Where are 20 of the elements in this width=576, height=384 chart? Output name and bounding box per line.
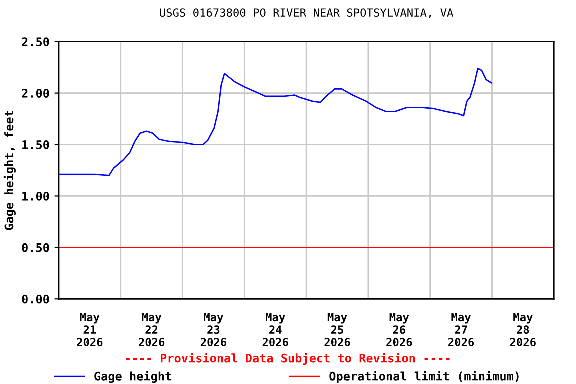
x-tick-label: May 27 2026 xyxy=(448,313,474,347)
y-tick-label: 1.50 xyxy=(22,140,50,150)
x-tick-label: May 24 2026 xyxy=(262,313,288,347)
text: ---- Provisional Data Subject to Revision ---- xyxy=(126,353,450,366)
legend-label: Gage height xyxy=(94,371,172,384)
line-series xyxy=(58,68,492,176)
y-tick-label: 0.00 xyxy=(22,294,50,304)
chart-title: USGS 01673800 PO RIVER NEAR SPOTSYLVANIA, VA xyxy=(160,8,454,18)
y-tick-label: 2.00 xyxy=(22,89,50,98)
y-tick-label: 1.00 xyxy=(22,192,50,201)
x-tick-label: May 26 2026 xyxy=(386,313,412,347)
legend-label: Operational limit (minimum) xyxy=(330,371,519,384)
y-axis-title: Gage height, feet xyxy=(4,111,16,230)
x-tick-label: May 22 2026 xyxy=(139,313,165,347)
y-tick-label: 0.50 xyxy=(22,243,50,252)
x-tick-label: May 28 2026 xyxy=(510,313,536,347)
x-tick-label: May 21 2026 xyxy=(77,313,103,347)
x-tick-label: May 25 2026 xyxy=(324,313,350,347)
y-tick-label: 2.50 xyxy=(22,38,50,47)
x-tick-label: May 23 2026 xyxy=(200,313,226,347)
